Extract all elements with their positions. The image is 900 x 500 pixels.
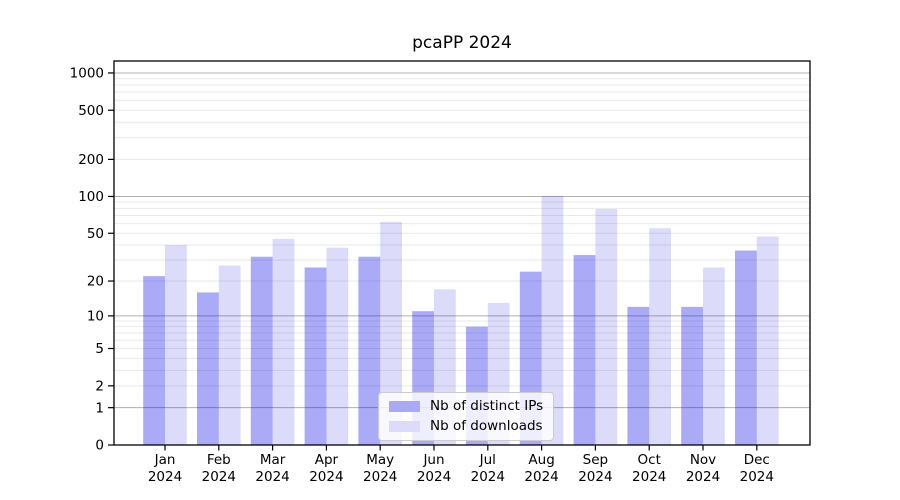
- bar-downloads-mar: [272, 238, 295, 445]
- x-tick-label-year: 2024: [740, 469, 774, 485]
- y-tick-label: 1000: [70, 66, 104, 82]
- y-tick-label: 20: [87, 274, 104, 290]
- x-tick-label-month: Jan: [154, 452, 176, 468]
- bar-distinct-ips-may: [358, 256, 381, 445]
- legend-item-downloads: Nb of downloads: [389, 418, 543, 434]
- y-tick-label: 200: [78, 152, 104, 168]
- bar-distinct-ips-dec: [735, 250, 757, 445]
- x-tick-label-year: 2024: [309, 469, 343, 485]
- x-tick-label-month: Oct: [638, 452, 661, 468]
- x-tick-label-month: Sep: [583, 452, 608, 468]
- bar-downloads-feb: [218, 265, 241, 445]
- x-tick-label-month: Jun: [422, 452, 444, 468]
- x-tick-label-month: Dec: [744, 452, 770, 468]
- x-tick-label-year: 2024: [363, 469, 397, 485]
- bar-distinct-ips-mar: [250, 256, 273, 445]
- plot-border: [113, 60, 811, 446]
- legend-item-distinct-ips: Nb of distinct IPs: [389, 398, 543, 414]
- x-tick-label-year: 2024: [202, 469, 236, 485]
- legend-label-downloads: Nb of downloads: [430, 418, 543, 434]
- x-tick-label-year: 2024: [524, 469, 558, 485]
- x-tick-label-month: Apr: [315, 452, 339, 468]
- chart-legend: Nb of distinct IPs Nb of downloads: [378, 392, 555, 441]
- bar-downloads-may: [380, 221, 402, 445]
- y-tick-label: 500: [78, 103, 104, 119]
- bar-distinct-ips-nov: [681, 306, 703, 445]
- bar-distinct-ips-apr: [304, 267, 327, 445]
- y-tick-label: 5: [95, 341, 104, 357]
- legend-swatch-downloads: [389, 420, 420, 432]
- bar-downloads-oct: [649, 228, 671, 445]
- legend-label-distinct-ips: Nb of distinct IPs: [430, 398, 544, 414]
- bar-distinct-ips-oct: [627, 306, 650, 445]
- bar-downloads-sep: [595, 209, 618, 445]
- x-tick-label-year: 2024: [632, 469, 666, 485]
- x-tick-label-month: Mar: [260, 452, 286, 468]
- x-tick-label-year: 2024: [417, 469, 451, 485]
- chart-title: pcaPP 2024: [412, 33, 512, 53]
- bar-downloads-aug: [541, 195, 564, 445]
- x-tick-label-month: Feb: [207, 452, 231, 468]
- y-tick-label: 50: [87, 226, 104, 242]
- bar-downloads-nov: [703, 267, 725, 445]
- bar-distinct-ips-jan: [143, 276, 165, 445]
- x-tick-label-year: 2024: [255, 469, 289, 485]
- x-tick-label-month: May: [366, 452, 394, 468]
- bar-distinct-ips-feb: [197, 292, 219, 445]
- x-tick-label-year: 2024: [471, 469, 505, 485]
- y-tick-label: 100: [78, 189, 104, 205]
- bar-downloads-jan: [165, 245, 187, 445]
- y-tick-label: 2: [95, 379, 104, 395]
- x-tick-label-year: 2024: [148, 469, 182, 485]
- legend-swatch-distinct-ips: [389, 400, 420, 412]
- bar-distinct-ips-sep: [573, 255, 596, 445]
- bar-downloads-apr: [326, 247, 349, 445]
- y-tick-label: 0: [95, 438, 104, 454]
- x-tick-label-year: 2024: [686, 469, 720, 485]
- y-tick-label: 1: [95, 400, 104, 416]
- x-tick-label-year: 2024: [578, 469, 612, 485]
- x-tick-label-month: Jul: [479, 452, 496, 468]
- x-tick-label-month: Nov: [690, 452, 716, 468]
- bar-downloads-dec: [756, 236, 779, 445]
- x-tick-label-month: Aug: [528, 452, 554, 468]
- y-tick-label: 10: [87, 309, 104, 325]
